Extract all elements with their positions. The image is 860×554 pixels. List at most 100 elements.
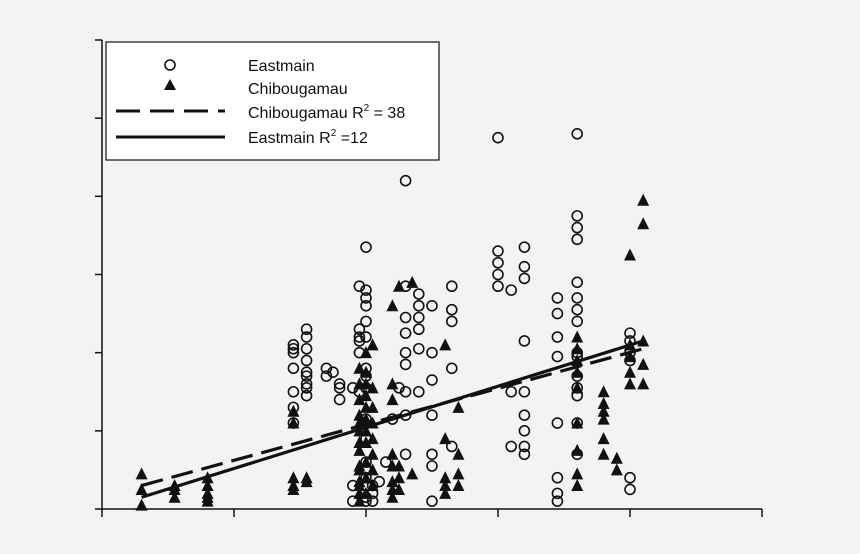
eastmain-fit-line <box>141 339 644 499</box>
eastmain-point-72 <box>426 448 438 461</box>
eastmain-point-11 <box>300 366 313 379</box>
chibougamau-point-98 <box>637 334 650 347</box>
eastmain-point-18 <box>327 366 339 379</box>
eastmain-point-122 <box>624 483 636 496</box>
chibougamau-point-53 <box>386 475 399 488</box>
chibougamau-point-41 <box>360 365 372 378</box>
eastmain-point-57 <box>399 385 412 398</box>
chibougamau-point-21 <box>353 475 366 488</box>
eastmain-point-26 <box>353 331 366 343</box>
chibougamau-point-46 <box>366 432 379 445</box>
chibougamau-point-63 <box>406 467 419 480</box>
chibougamau-point-84 <box>597 432 610 445</box>
eastmain-point-98 <box>518 241 531 253</box>
eastmain-point-104 <box>551 331 564 343</box>
eastmain-point-64 <box>412 385 425 398</box>
eastmain-point-118 <box>571 233 584 246</box>
eastmain-point-67 <box>412 311 425 324</box>
chibougamau-point-61 <box>393 459 405 472</box>
chibougamau-point-82 <box>571 330 584 343</box>
chibougamau-point-77 <box>571 416 584 429</box>
legend-box <box>105 41 440 161</box>
eastmain-point-116 <box>571 292 584 304</box>
eastmain-point-70 <box>426 495 438 507</box>
axes <box>95 39 763 517</box>
chibougamau-point-58 <box>386 299 399 312</box>
eastmain-point-95 <box>518 335 531 347</box>
chibougamau-point-2 <box>135 467 148 480</box>
eastmain-point-123 <box>624 471 636 484</box>
chibougamau-point-99 <box>637 217 650 230</box>
chibougamau-point-28 <box>353 408 366 421</box>
eastmain-point-42 <box>360 331 372 343</box>
eastmain-point-59 <box>399 346 412 359</box>
eastmain-point-121 <box>571 128 584 140</box>
eastmain-point-80 <box>445 303 458 316</box>
eastmain-point-82 <box>492 280 504 293</box>
legend-label-chibougamau: Chibougamau <box>248 81 348 98</box>
eastmain-point-19 <box>333 378 346 390</box>
chibougamau-point-55 <box>386 447 399 460</box>
chibougamau-point-12 <box>287 479 300 492</box>
eastmain-point-105 <box>551 307 564 320</box>
chibougamau-point-34 <box>360 455 372 468</box>
chibougamau-point-32 <box>360 486 372 499</box>
chibougamau-point-37 <box>360 412 372 425</box>
legend-chibougamau-marker <box>164 79 176 90</box>
chibougamau-point-51 <box>386 490 399 503</box>
chibougamau-point-68 <box>439 432 452 445</box>
chibougamau-point-24 <box>353 443 366 456</box>
chibougamau-point-1 <box>135 482 148 495</box>
eastmain-point-73 <box>426 409 438 422</box>
eastmain-point-114 <box>571 315 584 328</box>
chibougamau-point-96 <box>637 377 650 390</box>
chibougamau-point-31 <box>353 361 366 374</box>
eastmain-point-100 <box>551 487 564 500</box>
eastmain-point-84 <box>492 256 504 269</box>
chibougamau-point-15 <box>287 404 300 417</box>
chibougamau-point-23 <box>353 459 366 472</box>
chibougamau-point-48 <box>366 400 379 413</box>
eastmain-point-85 <box>492 245 504 257</box>
eastmain-point-2 <box>287 385 300 398</box>
chibougamau-point-50 <box>366 338 379 351</box>
eastmain-point-4 <box>287 346 300 359</box>
eastmain-point-48 <box>366 495 379 507</box>
eastmain-point-102 <box>551 417 564 429</box>
eastmain-point-86 <box>492 131 504 144</box>
eastmain-point-6 <box>287 339 300 351</box>
chibougamau-point-56 <box>386 393 399 406</box>
eastmain-point-91 <box>518 440 531 453</box>
eastmain-point-44 <box>360 299 372 312</box>
eastmain-point-76 <box>426 299 438 312</box>
eastmain-point-8 <box>300 382 313 394</box>
chibougamau-point-35 <box>360 436 372 449</box>
eastmain-point-97 <box>518 260 531 273</box>
chibougamau-point-9 <box>201 479 214 492</box>
chibougamau-point-14 <box>287 416 300 429</box>
chibougamau-point-0 <box>135 498 148 511</box>
chibougamau-point-78 <box>571 381 584 394</box>
eastmain-point-68 <box>412 299 425 312</box>
chibougamau-point-90 <box>610 451 623 464</box>
chibougamau-point-83 <box>597 447 610 460</box>
chibougamau-point-39 <box>360 389 372 402</box>
chibougamau-point-69 <box>439 338 452 351</box>
chibougamau-point-100 <box>637 193 650 206</box>
eastmain-point-79 <box>445 315 458 328</box>
eastmain-point-101 <box>551 471 564 484</box>
eastmain-point-115 <box>571 303 584 316</box>
chibougamau-point-92 <box>624 365 636 378</box>
eastmain-point-94 <box>518 385 531 398</box>
eastmain-point-56 <box>399 409 412 422</box>
chibougamau-point-94 <box>624 338 636 351</box>
eastmain-point-89 <box>505 284 518 296</box>
chibougamau-point-18 <box>353 494 366 507</box>
chibougamau-point-29 <box>353 393 366 406</box>
eastmain-point-60 <box>399 327 412 339</box>
eastmain-point-92 <box>518 425 531 437</box>
eastmain-point-47 <box>360 241 372 253</box>
legend-eastmain-marker <box>164 59 176 71</box>
chibougamau-point-64 <box>406 275 419 288</box>
